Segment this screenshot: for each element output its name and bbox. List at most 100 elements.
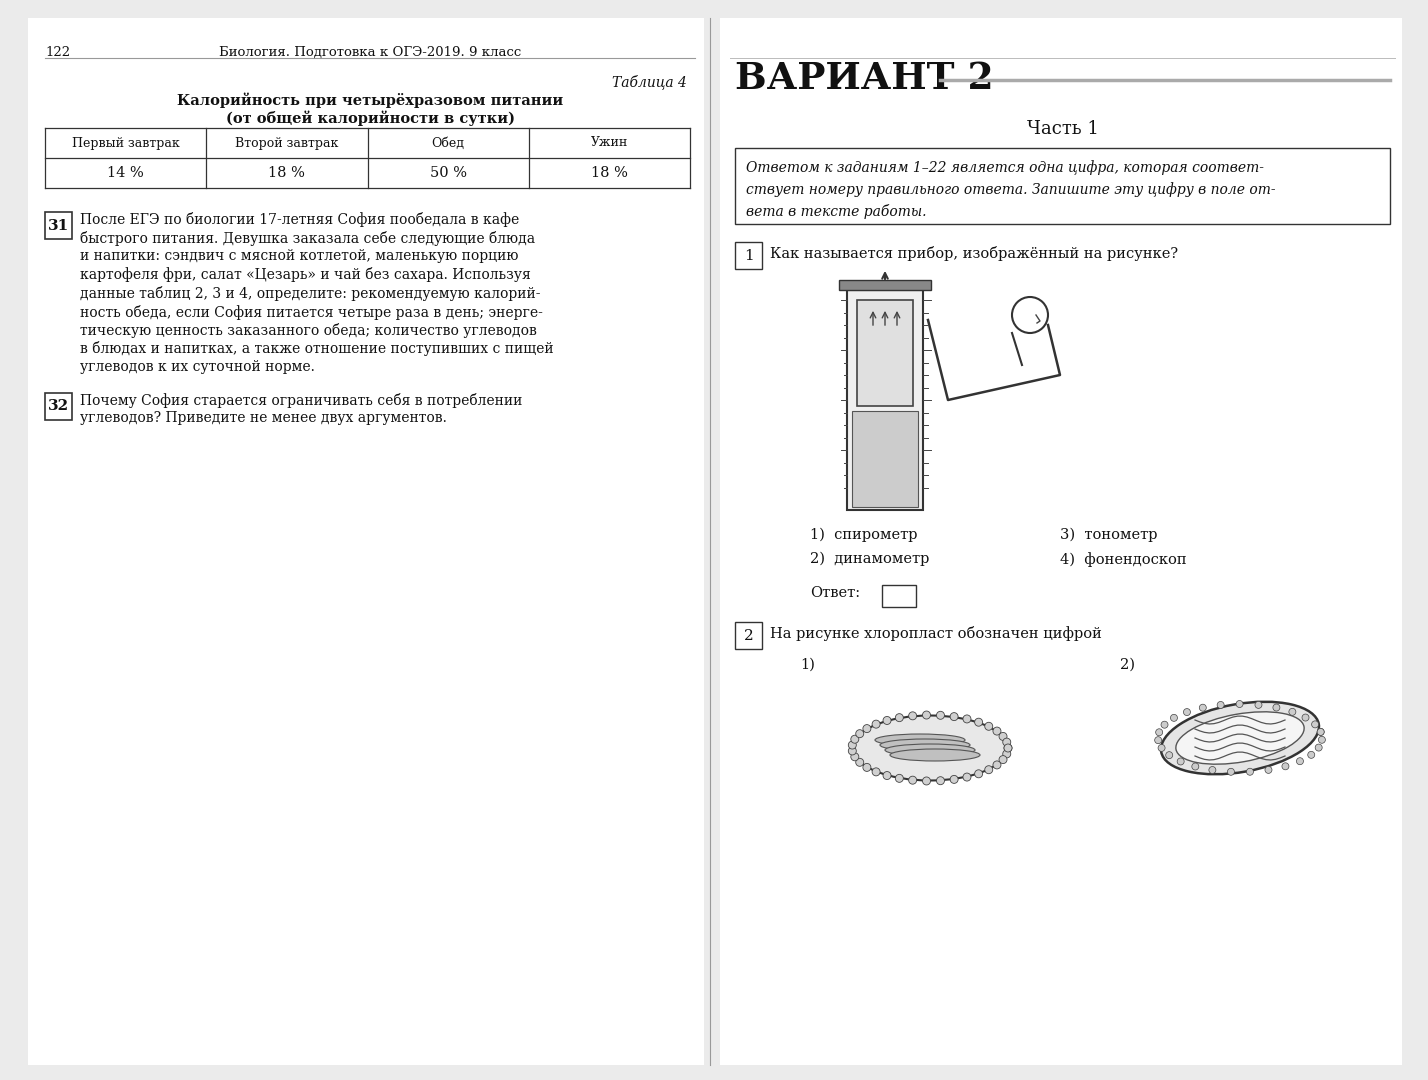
Text: Почему София старается ограничивать себя в потреблении: Почему София старается ограничивать себя… [80, 392, 523, 407]
Text: 2)  динамометр: 2) динамометр [810, 552, 930, 566]
Text: 32: 32 [49, 399, 69, 413]
Text: Первый завтрак: Первый завтрак [71, 136, 180, 149]
Circle shape [1158, 744, 1165, 752]
Text: Таблица 4: Таблица 4 [613, 75, 687, 89]
Circle shape [975, 718, 982, 726]
Circle shape [848, 741, 857, 750]
Circle shape [1247, 768, 1254, 775]
Bar [46, 392, 71, 419]
Circle shape [985, 723, 992, 730]
Text: картофеля фри, салат «Цезарь» и чай без сахара. Используя: картофеля фри, салат «Цезарь» и чай без … [80, 268, 531, 283]
Text: Ужин: Ужин [591, 136, 628, 149]
Text: После ЕГЭ по биологии 17-летняя София пообедала в кафе: После ЕГЭ по биологии 17-летняя София по… [80, 212, 520, 227]
Circle shape [1155, 729, 1162, 735]
Text: ствует номеру правильного ответа. Запишите эту цифру в поле от-: ствует номеру правильного ответа. Запиши… [745, 183, 1275, 197]
Circle shape [855, 758, 864, 767]
Text: 1): 1) [800, 658, 815, 672]
Ellipse shape [880, 739, 970, 751]
Circle shape [863, 725, 871, 732]
Circle shape [1184, 708, 1191, 716]
Text: 31: 31 [49, 218, 69, 232]
Circle shape [908, 777, 917, 784]
Circle shape [1297, 758, 1304, 765]
Text: 18 %: 18 % [268, 166, 306, 180]
Circle shape [1210, 767, 1215, 773]
Circle shape [908, 712, 917, 720]
Circle shape [937, 777, 944, 785]
Text: 2: 2 [744, 629, 754, 643]
Ellipse shape [875, 734, 965, 746]
Bar [840, 280, 931, 291]
Bar [883, 585, 915, 607]
Circle shape [975, 770, 982, 778]
Circle shape [1289, 708, 1295, 715]
Circle shape [1302, 714, 1309, 721]
Circle shape [962, 773, 971, 781]
Circle shape [1317, 728, 1324, 735]
Text: и напитки: сэндвич с мясной котлетой, маленькую порцию: и напитки: сэндвич с мясной котлетой, ма… [80, 249, 518, 264]
Circle shape [1002, 750, 1011, 758]
Text: 18 %: 18 % [591, 166, 628, 180]
Circle shape [1308, 752, 1315, 758]
Circle shape [1177, 758, 1184, 765]
Text: 122: 122 [46, 46, 70, 59]
Text: 1: 1 [744, 248, 754, 262]
Text: 1)  спирометр: 1) спирометр [810, 528, 918, 542]
Circle shape [851, 753, 858, 760]
Ellipse shape [890, 750, 980, 761]
Circle shape [1228, 768, 1234, 775]
Text: Обед: Обед [431, 136, 464, 149]
Bar [857, 300, 912, 406]
Circle shape [1002, 738, 1011, 746]
Text: Второй завтрак: Второй завтрак [236, 136, 338, 149]
Bar [29, 18, 704, 1065]
Circle shape [1265, 767, 1272, 773]
Text: 14 %: 14 % [107, 166, 144, 180]
Ellipse shape [885, 744, 975, 756]
Text: (от общей калорийности в сутки): (от общей калорийности в сутки) [226, 110, 514, 125]
Text: 3)  тонометр: 3) тонометр [1060, 528, 1158, 542]
Text: углеводов к их суточной норме.: углеводов к их суточной норме. [80, 360, 316, 374]
Bar [735, 622, 763, 649]
Ellipse shape [853, 715, 1008, 781]
Text: Ответом к заданиям 1–22 является одна цифра, которая соответ-: Ответом к заданиям 1–22 является одна ци… [745, 160, 1264, 175]
Text: 50 %: 50 % [430, 166, 467, 180]
Ellipse shape [1175, 712, 1304, 765]
Circle shape [1217, 701, 1224, 708]
Circle shape [1237, 701, 1242, 707]
Text: 4)  фонендоскоп: 4) фонендоскоп [1060, 552, 1187, 567]
Text: данные таблиц 2, 3 и 4, определите: рекомендуемую калорий-: данные таблиц 2, 3 и 4, определите: реко… [80, 286, 541, 301]
Circle shape [1200, 704, 1207, 712]
Circle shape [985, 766, 992, 773]
Text: углеводов? Приведите не менее двух аргументов.: углеводов? Приведите не менее двух аргум… [80, 411, 447, 426]
Circle shape [962, 715, 971, 723]
Circle shape [1000, 756, 1007, 764]
Circle shape [1255, 701, 1262, 708]
Circle shape [1004, 744, 1012, 752]
Text: 2): 2) [1120, 658, 1135, 672]
Circle shape [1318, 737, 1325, 743]
Circle shape [950, 775, 958, 783]
Circle shape [1315, 744, 1322, 751]
Bar [46, 212, 71, 239]
Text: Часть 1: Часть 1 [1027, 120, 1098, 138]
Text: вета в тексте работы.: вета в тексте работы. [745, 204, 927, 219]
Text: тическую ценность заказанного обеда; количество углеводов: тическую ценность заказанного обеда; кол… [80, 323, 537, 338]
Circle shape [1272, 704, 1279, 711]
Circle shape [992, 727, 1001, 735]
Circle shape [895, 714, 904, 721]
Circle shape [1004, 744, 1012, 752]
Text: быстрого питания. Девушка заказала себе следующие блюда: быстрого питания. Девушка заказала себе … [80, 230, 536, 245]
Ellipse shape [1161, 702, 1319, 774]
Text: Ответ:: Ответ: [810, 586, 860, 600]
Circle shape [883, 716, 891, 725]
Bar [847, 291, 922, 510]
Bar [853, 411, 918, 507]
Circle shape [895, 774, 904, 782]
Circle shape [1000, 732, 1007, 741]
Circle shape [873, 720, 880, 728]
Circle shape [1192, 762, 1200, 770]
Circle shape [1165, 752, 1172, 758]
Circle shape [950, 713, 958, 720]
Text: Как называется прибор, изображённый на рисунке?: Как называется прибор, изображённый на р… [770, 246, 1178, 261]
